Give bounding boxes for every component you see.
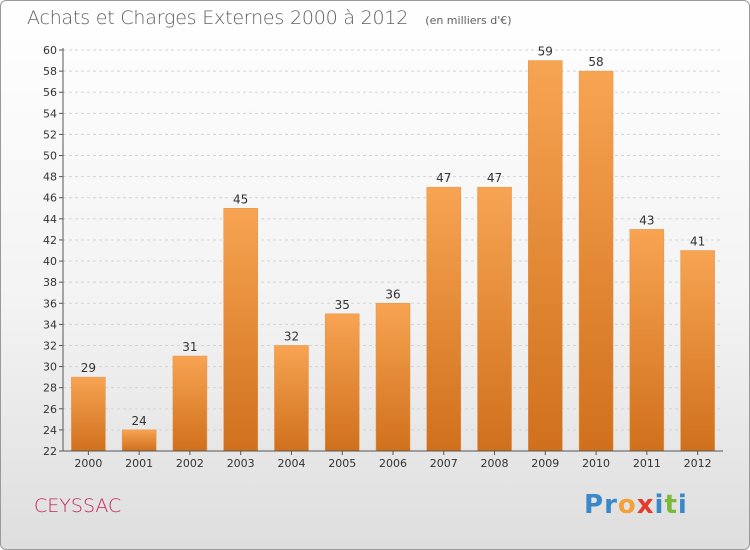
- bar-2010: [578, 70, 614, 452]
- bars: 29 24 31 45 32 35 36 47 47 59 58 43 41: [71, 45, 715, 452]
- value-label-2004: 32: [284, 329, 299, 343]
- value-label-2011: 43: [639, 213, 654, 227]
- y-tick-label: 60: [43, 44, 57, 57]
- x-tick-label-2011: 2011: [633, 457, 661, 470]
- bar-2001: [121, 429, 157, 452]
- chart-title: Achats et Charges Externes 2000 à 2012: [27, 7, 409, 29]
- logo-letter: P: [584, 490, 605, 520]
- y-tick-label: 44: [43, 213, 57, 226]
- y-tick-label: 40: [43, 255, 57, 268]
- x-tick-label-2006: 2006: [379, 457, 407, 470]
- y-tick-label: 32: [43, 339, 57, 352]
- x-tick-label-2002: 2002: [176, 457, 204, 470]
- bar-2007: [426, 186, 462, 452]
- bar-2009: [528, 60, 563, 452]
- axes: 22 24 26 28 30 32 34 36 38 40 42 44 46 48 50 52 54 56 58 60…: [43, 44, 723, 470]
- y-tick-label: 22: [43, 445, 57, 458]
- value-label-2012: 41: [690, 235, 705, 249]
- y-tick-label: 28: [43, 382, 57, 395]
- proxiti-logo: Proxiti: [584, 490, 688, 520]
- y-tick-label: 38: [43, 276, 57, 289]
- value-label-2008: 47: [487, 171, 502, 185]
- y-tick-label: 52: [43, 128, 57, 141]
- y-tick-label: 30: [43, 361, 57, 374]
- y-tick-label: 42: [43, 234, 57, 247]
- bar-2012: [680, 250, 715, 452]
- y-tick-label: 56: [43, 86, 57, 99]
- y-tick-label: 54: [43, 107, 57, 120]
- y-tick-label: 24: [43, 424, 57, 437]
- x-tick-label-2001: 2001: [125, 457, 153, 470]
- x-tick-label-2009: 2009: [531, 457, 559, 470]
- logo-letter: r: [604, 490, 618, 520]
- x-tick-label-2007: 2007: [430, 457, 458, 470]
- chart-title-block: Achats et Charges Externes 2000 à 2012 (…: [27, 7, 512, 29]
- bar-2008: [477, 186, 512, 452]
- logo-letter: x: [636, 490, 655, 520]
- commune-name: CEYSSAC: [34, 495, 122, 517]
- value-label-2010: 58: [588, 55, 603, 69]
- bar-2011: [629, 229, 665, 452]
- bar-2006: [375, 303, 411, 452]
- y-tick-label: 26: [43, 403, 57, 416]
- bar-2005: [324, 313, 360, 452]
- value-label-2006: 36: [385, 287, 400, 301]
- x-tick-label-2003: 2003: [227, 457, 255, 470]
- logo-letter: i: [677, 490, 688, 520]
- bar-2003: [223, 208, 258, 452]
- value-label-2009: 59: [538, 45, 553, 59]
- bar-2002: [172, 355, 208, 452]
- logo-letter: i: [654, 490, 665, 520]
- value-label-2005: 35: [335, 298, 350, 312]
- value-label-2002: 31: [182, 340, 197, 354]
- logo-letter: t: [664, 490, 678, 520]
- value-label-2007: 47: [436, 171, 451, 185]
- x-tick-label-2005: 2005: [328, 457, 356, 470]
- logo-letter: o: [617, 490, 637, 520]
- y-tick-label: 46: [43, 192, 57, 205]
- value-label-2000: 29: [81, 361, 96, 375]
- value-label-2001: 24: [132, 414, 147, 428]
- y-tick-label: 48: [43, 171, 57, 184]
- y-tick-label: 50: [43, 150, 57, 163]
- x-tick-label-2010: 2010: [582, 457, 610, 470]
- x-tick-label-2004: 2004: [277, 457, 305, 470]
- x-tick-label-2012: 2012: [684, 457, 712, 470]
- bar-2000: [71, 376, 106, 452]
- x-tick-label-2000: 2000: [74, 457, 102, 470]
- bar-2004: [274, 345, 309, 452]
- value-label-2003: 45: [233, 192, 248, 206]
- x-tick-label-2008: 2008: [481, 457, 509, 470]
- y-tick-label: 36: [43, 297, 57, 310]
- chart-subtitle: (en milliers d'€): [425, 14, 512, 27]
- y-tick-label: 58: [43, 65, 57, 78]
- y-tick-label: 34: [43, 318, 57, 331]
